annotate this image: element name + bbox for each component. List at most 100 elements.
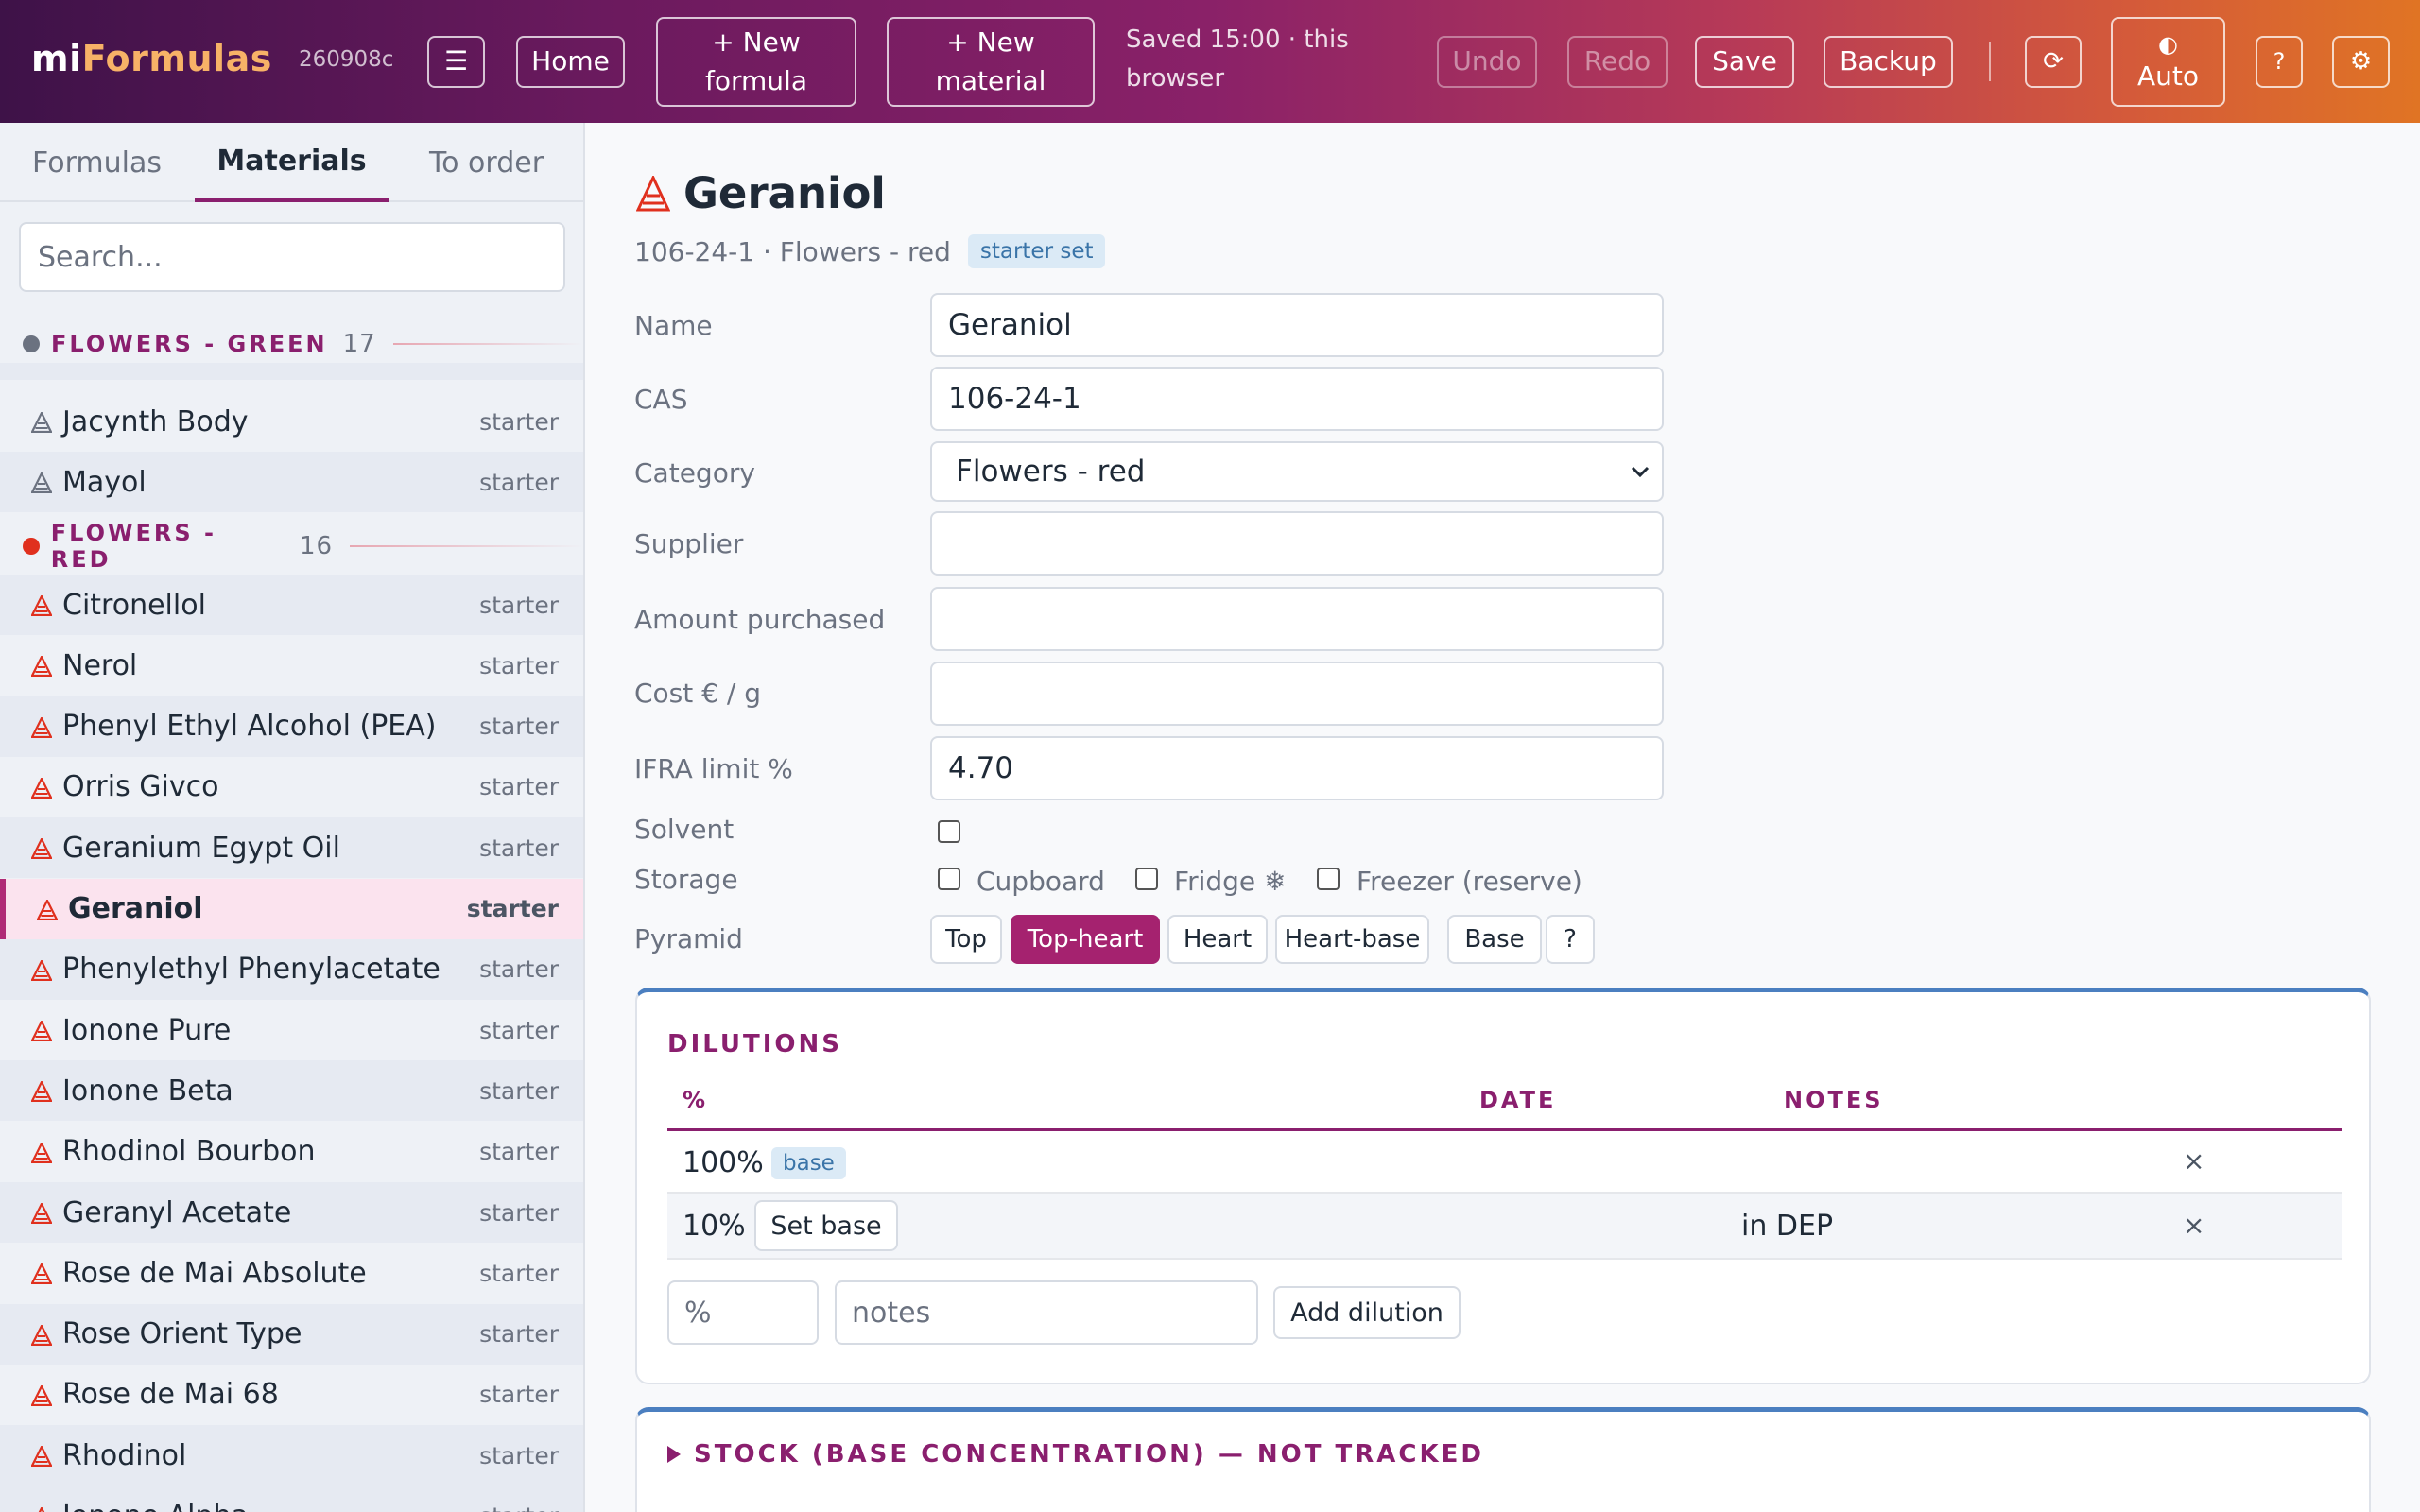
category-selected-value: Flowers - red <box>956 455 1146 489</box>
pyramid-label: Pyramid <box>634 923 743 954</box>
solvent-checkbox[interactable] <box>938 820 960 843</box>
category-count: 16 <box>300 532 334 560</box>
help-button[interactable]: ? <box>2256 36 2303 88</box>
remove-dilution-button[interactable]: × <box>2183 1210 2205 1241</box>
clipped-list-item: Reseda Acetal starter <box>0 363 583 382</box>
save-button[interactable]: Save <box>1695 36 1794 88</box>
material-name: Ionone Pure <box>62 1013 232 1047</box>
backup-button[interactable]: Backup <box>1824 36 1953 88</box>
amount-purchased-label: Amount purchased <box>634 604 886 635</box>
material-list-item[interactable]: Orris Givco starter <box>0 757 583 817</box>
ifra-limit-field[interactable] <box>930 736 1664 800</box>
stock-toggle[interactable]: STOCK (BASE CONCENTRATION) — NOT TRACKED <box>667 1440 1484 1469</box>
supplier-label: Supplier <box>634 528 744 559</box>
pyramid-icon <box>31 412 52 433</box>
pyramid-top-heart-button[interactable]: Top-heart <box>1011 915 1160 964</box>
material-list-item[interactable]: Mayol starter <box>0 452 583 512</box>
material-list-item[interactable]: Geranium Egypt Oil starter <box>0 817 583 879</box>
subtitle-cas: 106-24-1 <box>634 235 755 267</box>
set-base-button[interactable]: Set base <box>754 1200 898 1251</box>
cas-label: CAS <box>634 384 688 415</box>
page-title: Geraniol <box>683 168 886 218</box>
tab-formulas[interactable]: Formulas <box>32 146 162 180</box>
amount-purchased-field[interactable] <box>930 587 1664 651</box>
tab-materials[interactable]: Materials <box>195 123 389 202</box>
material-name: Geraniol <box>68 892 203 925</box>
material-name: Rose de Mai 68 <box>62 1378 279 1412</box>
pyramid-heart-base-button[interactable]: Heart-base <box>1275 915 1429 964</box>
refresh-icon: ⟳ <box>2043 46 2064 76</box>
cas-field[interactable] <box>930 367 1664 431</box>
home-button[interactable]: Home <box>516 36 625 88</box>
pyramid-icon <box>31 716 52 738</box>
cupboard-checkbox[interactable] <box>938 868 960 890</box>
material-detail: Geraniol 106-24-1 · Flowers - red starte… <box>587 123 2420 1512</box>
storage-label: Storage <box>634 864 738 895</box>
search-input[interactable] <box>19 222 565 292</box>
undo-button[interactable]: Undo <box>1437 36 1537 88</box>
category-label: Category <box>634 457 755 489</box>
sync-button[interactable]: ⟳ <box>2025 36 2082 88</box>
material-name: Nerol <box>62 648 138 682</box>
material-list-item[interactable]: Rose de Mai 68 starter <box>0 1365 583 1425</box>
pyramid-unknown-button[interactable]: ? <box>1546 915 1595 964</box>
pyramid-heart-button[interactable]: Heart <box>1167 915 1268 964</box>
category-select[interactable]: Flowers - red <box>930 441 1664 502</box>
new-material-button[interactable]: + New material <box>887 17 1095 107</box>
freezer-checkbox[interactable] <box>1317 868 1340 890</box>
new-formula-button[interactable]: + New formula <box>656 17 856 107</box>
material-list-item[interactable]: Ionone Alpha starter <box>0 1486 583 1512</box>
material-name: Geranium Egypt Oil <box>62 831 340 865</box>
material-list-item[interactable]: Rhodinol Bourbon starter <box>0 1122 583 1182</box>
material-name: Citronellol <box>62 588 206 622</box>
new-dilution-percent-input[interactable] <box>667 1280 819 1345</box>
sidebar-tabs: Formulas Materials To order <box>0 123 583 202</box>
theme-toggle-button[interactable]: ◐ Auto <box>2111 17 2225 107</box>
top-bar: miFormulas 260908c ☰ Home + New formula … <box>0 0 2420 123</box>
category-divider <box>392 343 582 345</box>
pyramid-icon <box>31 1203 52 1224</box>
remove-dilution-button[interactable]: × <box>2183 1145 2205 1177</box>
category-divider <box>350 545 583 547</box>
name-field[interactable] <box>930 293 1664 357</box>
save-status: Saved 15:00 · this browser <box>1126 26 1349 93</box>
material-subtitle: 106-24-1 · Flowers - red starter set <box>634 234 1106 268</box>
app-logo[interactable]: miFormulas <box>31 38 272 79</box>
starter-tag: starter <box>479 1503 559 1512</box>
category-label: FLOWERS - GREEN <box>51 331 328 357</box>
material-list-item[interactable]: Rhodinol starter <box>0 1425 583 1486</box>
material-list-item[interactable]: Geranyl Acetate starter <box>0 1182 583 1243</box>
column-header-percent: % <box>683 1087 709 1113</box>
category-group-header: FLOWERS - RED 16 <box>23 520 583 573</box>
dilution-row: 100% base × <box>667 1131 2342 1194</box>
material-list-item[interactable]: Rose Orient Type starter <box>0 1303 583 1365</box>
material-list-item[interactable]: Jacynth Body starter <box>0 391 583 452</box>
settings-button[interactable]: ⚙ <box>2332 36 2390 88</box>
add-dilution-button[interactable]: Add dilution <box>1273 1286 1461 1339</box>
material-list-item[interactable]: Reseda Acetal starter <box>0 363 583 380</box>
redo-button[interactable]: Redo <box>1567 36 1668 88</box>
pyramid-top-button[interactable]: Top <box>930 915 1002 964</box>
material-list-item[interactable]: Phenylethyl Phenylacetate starter <box>0 938 583 1000</box>
material-list-item[interactable]: Phenyl Ethyl Alcohol (PEA) starter <box>0 696 583 757</box>
pyramid-icon <box>636 175 670 211</box>
material-name: Orris Givco <box>62 770 219 804</box>
material-list-item[interactable]: Geraniol starter <box>0 878 583 939</box>
cost-field[interactable] <box>930 662 1664 726</box>
tab-to-order[interactable]: To order <box>428 146 544 180</box>
pyramid-base-button[interactable]: Base <box>1447 915 1542 964</box>
material-list-item[interactable]: Nerol starter <box>0 635 583 696</box>
menu-button[interactable]: ☰ <box>427 36 485 88</box>
new-dilution-notes-input[interactable] <box>835 1280 1258 1345</box>
fridge-checkbox[interactable] <box>1135 868 1158 890</box>
base-badge: base <box>771 1147 846 1179</box>
material-list-item[interactable]: Ionone Beta starter <box>0 1060 583 1122</box>
material-list-item[interactable]: Citronellol starter <box>0 575 583 635</box>
material-list-item[interactable]: Ionone Pure starter <box>0 1000 583 1060</box>
pyramid-icon <box>31 656 52 678</box>
material-list-item[interactable]: Rose de Mai Absolute starter <box>0 1243 583 1303</box>
pyramid-icon <box>37 899 58 920</box>
pyramid-icon <box>31 1081 52 1103</box>
material-name: Ionone Alpha <box>62 1500 249 1512</box>
supplier-field[interactable] <box>930 511 1664 576</box>
